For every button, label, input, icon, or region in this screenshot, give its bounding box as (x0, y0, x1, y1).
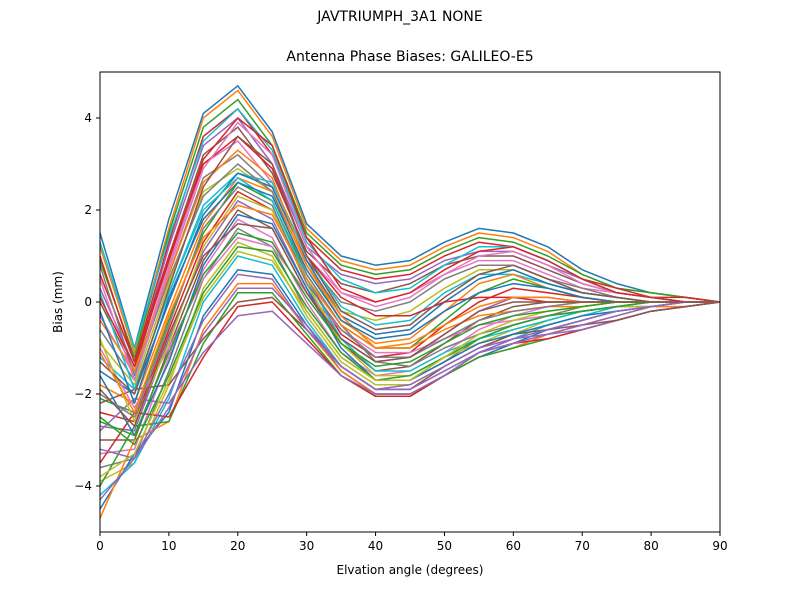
series-line-24 (99, 301, 721, 464)
y-tick-label: 4 (84, 111, 92, 125)
series-layer (99, 85, 721, 519)
x-tick-label: 40 (368, 539, 383, 553)
x-tick-label: 70 (575, 539, 590, 553)
series-line-36 (99, 135, 720, 395)
series-line-17 (99, 218, 720, 455)
x-tick-label: 60 (506, 539, 521, 553)
x-tick-label: 80 (643, 539, 658, 553)
series-line-45 (99, 287, 720, 501)
y-tick-label: 0 (84, 295, 92, 309)
x-tick-label: 0 (96, 539, 104, 553)
series-line-44 (99, 117, 720, 368)
x-tick-label: 20 (230, 539, 245, 553)
y-axis-ticks: −4 −2 0 2 4 (74, 111, 100, 493)
y-tick-label: −2 (74, 387, 92, 401)
chart-title: Antenna Phase Biases: GALILEO-E5 (286, 49, 534, 65)
x-tick-label: 10 (161, 539, 176, 553)
x-axis-label: Elvation angle (degrees) (337, 563, 484, 577)
series-line-1 (99, 85, 721, 349)
y-axis-label: Bias (mm) (51, 271, 65, 333)
x-axis-ticks: 0 10 20 30 40 50 60 70 80 90 (96, 532, 728, 553)
series-line-33 (99, 246, 720, 446)
series-line-4 (99, 108, 721, 363)
y-tick-label: 2 (84, 203, 92, 217)
y-tick-label: −4 (74, 479, 92, 493)
series-line-46 (99, 223, 720, 427)
x-tick-label: 90 (712, 539, 727, 553)
series-line-35 (99, 273, 720, 460)
x-tick-label: 30 (299, 539, 314, 553)
x-tick-label: 50 (437, 539, 452, 553)
figure-suptitle: JAVTRIUMPH_3A1 NONE (317, 9, 483, 25)
